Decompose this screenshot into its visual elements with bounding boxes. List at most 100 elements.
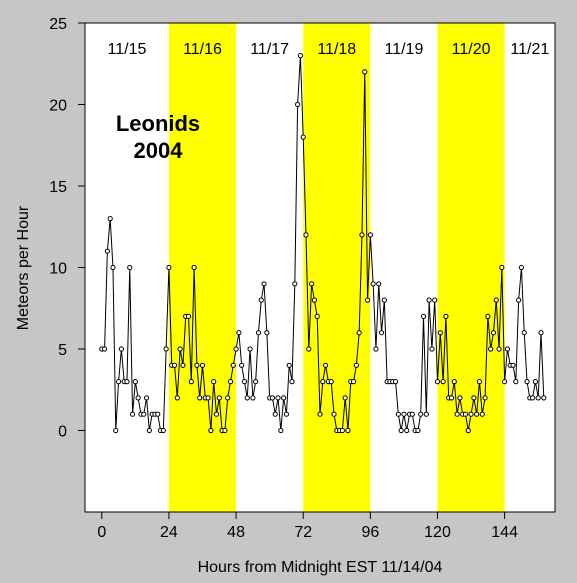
data-point: [322, 362, 329, 368]
highlight-band: [437, 23, 505, 512]
data-point: [440, 379, 446, 385]
data-point: [471, 395, 477, 401]
y-tick-label: 10: [49, 261, 67, 278]
data-point: [429, 346, 435, 352]
data-point: [107, 216, 113, 222]
x-tick-label: 120: [424, 524, 451, 541]
data-point: [448, 395, 455, 401]
data-point: [281, 395, 287, 401]
data-point: [166, 264, 172, 271]
data-point: [275, 395, 281, 401]
data-point: [496, 346, 502, 352]
data-point: [482, 395, 488, 401]
data-point: [538, 330, 544, 336]
data-point: [113, 427, 119, 434]
data-point: [502, 379, 508, 385]
data-point: [269, 395, 276, 401]
data-point: [404, 427, 410, 434]
highlight-band: [303, 23, 371, 512]
data-point: [278, 427, 284, 434]
data-point: [289, 379, 295, 385]
data-point: [328, 379, 334, 385]
y-tick-label: 15: [49, 179, 67, 196]
data-point: [194, 362, 200, 368]
x-tick-label: 72: [294, 524, 312, 541]
data-point: [199, 362, 206, 368]
data-point: [376, 281, 382, 287]
data-point: [516, 297, 522, 303]
data-point: [300, 134, 306, 140]
data-point: [342, 395, 348, 401]
data-point: [171, 362, 178, 368]
data-point: [457, 395, 463, 401]
data-point: [261, 281, 267, 287]
data-point: [499, 264, 505, 271]
data-point: [432, 297, 438, 303]
data-point: [426, 297, 432, 303]
data-point: [521, 330, 527, 336]
data-point: [124, 379, 130, 385]
data-point: [367, 232, 373, 238]
data-point: [314, 313, 320, 319]
data-point: [339, 427, 345, 434]
data-point: [211, 379, 217, 385]
data-point: [283, 411, 290, 417]
data-point: [303, 232, 309, 238]
data-point: [160, 427, 166, 434]
day-label: 11/18: [317, 41, 356, 58]
data-point: [420, 313, 427, 319]
data-point: [443, 313, 449, 319]
data-point: [129, 411, 136, 417]
data-point: [286, 362, 292, 368]
data-point: [392, 379, 399, 385]
data-point: [127, 264, 133, 271]
data-point: [205, 395, 211, 401]
x-tick-label: 0: [97, 524, 106, 541]
y-tick-label: 0: [58, 424, 67, 441]
data-point: [434, 379, 441, 385]
data-point: [378, 330, 385, 336]
day-label: 11/19: [384, 41, 423, 58]
data-point: [101, 346, 108, 352]
data-point: [247, 346, 253, 352]
data-point: [468, 411, 474, 417]
y-tick-label: 20: [49, 98, 67, 115]
x-tick-label: 96: [361, 524, 379, 541]
data-point: [476, 379, 483, 385]
data-point: [292, 281, 298, 287]
data-point: [345, 427, 351, 434]
chart-title-line-2: 2004: [134, 138, 184, 163]
x-tick-label: 24: [160, 524, 178, 541]
chart-title-line-1: Leonids: [116, 111, 200, 136]
data-point: [309, 281, 315, 287]
data-point: [510, 362, 516, 368]
data-point: [146, 427, 152, 434]
data-point: [143, 395, 150, 401]
data-point: [370, 281, 376, 287]
day-label: 11/17: [250, 41, 289, 58]
day-label: 11/21: [510, 41, 549, 58]
data-point: [258, 297, 264, 303]
data-point: [239, 362, 245, 368]
data-point: [490, 330, 497, 336]
data-point: [306, 346, 312, 352]
data-point: [398, 427, 404, 434]
data-point: [541, 395, 547, 401]
data-point: [364, 297, 371, 303]
data-point: [222, 427, 228, 434]
data-point: [415, 427, 421, 434]
y-tick-label: 25: [49, 16, 67, 33]
data-point: [230, 362, 236, 368]
data-point: [141, 411, 147, 417]
data-point: [174, 395, 180, 401]
data-point: [216, 395, 222, 401]
data-point: [513, 379, 519, 385]
data-point: [233, 346, 239, 352]
series-layer: [99, 53, 547, 434]
data-point: [353, 362, 359, 368]
day-label: 11/20: [452, 41, 491, 58]
data-point: [474, 411, 480, 417]
data-point: [488, 346, 494, 352]
data-point: [479, 411, 485, 417]
data-point: [272, 411, 278, 417]
